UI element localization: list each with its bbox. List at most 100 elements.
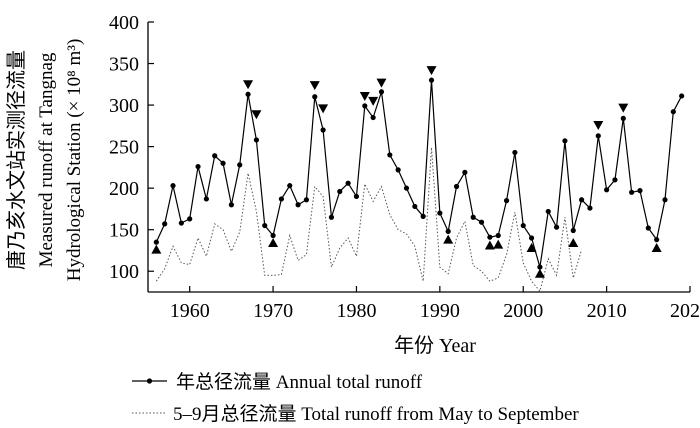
annual-series <box>153 77 685 270</box>
annual-point <box>195 163 201 170</box>
up-triangle-marker <box>526 242 537 252</box>
annual-point <box>228 202 234 208</box>
annual-point <box>487 234 493 240</box>
annual-point <box>378 89 385 95</box>
x-tick-label: 1960 <box>170 300 210 322</box>
annual-point <box>403 185 410 191</box>
x-tick-label: 1990 <box>420 300 460 322</box>
x-tick-label: 1980 <box>336 300 376 322</box>
down-triangle-marker <box>309 81 320 91</box>
annual-point <box>420 213 426 219</box>
annual-point <box>303 197 310 203</box>
x-tick-label: 1970 <box>253 300 293 322</box>
annual-point <box>629 189 635 195</box>
annual-point <box>620 115 626 121</box>
up-triangle-marker <box>651 242 662 252</box>
annual-point <box>370 114 376 121</box>
annual-point <box>570 227 576 234</box>
annual-line <box>155 80 683 268</box>
y-tick-label: 350 <box>109 54 139 76</box>
annual-point <box>170 183 176 189</box>
annual-point <box>637 188 643 194</box>
annual-point <box>495 232 501 239</box>
legend-maysep-label: 5–9月总径流量 Total runoff from May to Septem… <box>173 403 579 425</box>
legend: 年总径流量 Annual total runoff 5–9月总径流量 Total… <box>132 371 579 425</box>
annual-point <box>253 137 259 143</box>
up-triangle-marker <box>534 268 545 278</box>
annual-point <box>512 149 518 156</box>
y-axis-label-en-2: Hydrological Station (× 10⁸ m³) <box>64 39 85 282</box>
x-tick-label: 2020 <box>670 300 700 322</box>
extreme-markers <box>151 66 662 278</box>
annual-point <box>287 183 293 189</box>
annual-point <box>428 77 435 83</box>
annual-point <box>478 219 485 225</box>
annual-point <box>612 177 618 183</box>
annual-point <box>470 214 476 220</box>
annual-point <box>245 91 251 97</box>
y-tick-label: 250 <box>109 137 139 159</box>
x-tick-label: 2000 <box>503 300 543 322</box>
down-triangle-marker <box>593 121 604 131</box>
up-triangle-marker <box>268 237 279 247</box>
down-triangle-marker <box>368 96 379 106</box>
annual-point <box>237 162 243 168</box>
annual-point <box>595 133 601 139</box>
annual-point <box>337 188 343 195</box>
annual-point <box>162 221 168 227</box>
annual-point <box>520 222 526 229</box>
annual-point <box>328 214 335 220</box>
annual-point <box>503 198 510 204</box>
annual-point <box>528 235 535 241</box>
down-triangle-marker <box>251 110 262 120</box>
down-triangle-marker <box>243 80 254 90</box>
annual-point <box>587 205 593 211</box>
annual-point <box>295 202 301 208</box>
annual-point <box>437 210 443 216</box>
annual-point <box>278 196 285 202</box>
annual-point <box>579 197 585 203</box>
annual-point <box>453 183 460 190</box>
up-triangle-marker <box>151 244 162 254</box>
annual-point <box>153 239 159 245</box>
annual-point <box>187 216 193 222</box>
annual-point <box>545 208 551 215</box>
annual-point <box>654 237 660 243</box>
annual-point <box>203 196 209 202</box>
y-axis-label-en-1: Measured runoff at Tangnag <box>36 52 57 267</box>
annual-point <box>345 180 351 186</box>
down-triangle-marker <box>376 78 387 88</box>
down-triangle-marker <box>359 91 370 101</box>
down-triangle-marker <box>318 104 329 114</box>
may-sep-line <box>155 147 583 293</box>
annual-point <box>445 228 451 234</box>
annual-point <box>645 225 651 231</box>
axis-ticks: 100 150 200 250 300 350 400 1960 1970 1980 1990 200… <box>109 12 700 322</box>
y-tick-label: 150 <box>109 220 139 242</box>
annual-point <box>212 153 218 159</box>
annual-point <box>270 232 276 239</box>
x-axis-label: 年份 Year <box>394 334 476 357</box>
annual-point <box>670 109 676 115</box>
y-tick-label: 100 <box>109 261 139 283</box>
may-sep-series <box>155 147 583 293</box>
up-triangle-marker <box>493 239 504 249</box>
annual-point <box>262 222 268 229</box>
up-triangle-marker <box>484 240 495 250</box>
annual-point <box>362 103 368 109</box>
up-triangle-marker <box>568 237 579 247</box>
x-tick-label: 2010 <box>587 300 627 322</box>
y-tick-label: 200 <box>109 178 139 200</box>
annual-point <box>220 160 226 166</box>
down-triangle-marker <box>426 66 437 76</box>
y-tick-label: 400 <box>109 12 139 34</box>
up-triangle-marker <box>443 234 454 244</box>
annual-point <box>462 169 468 175</box>
annual-point <box>387 152 393 158</box>
annual-point <box>353 193 360 200</box>
annual-point <box>395 167 401 173</box>
annual-point <box>562 138 568 144</box>
annual-point <box>178 220 184 226</box>
annual-point <box>679 93 685 99</box>
